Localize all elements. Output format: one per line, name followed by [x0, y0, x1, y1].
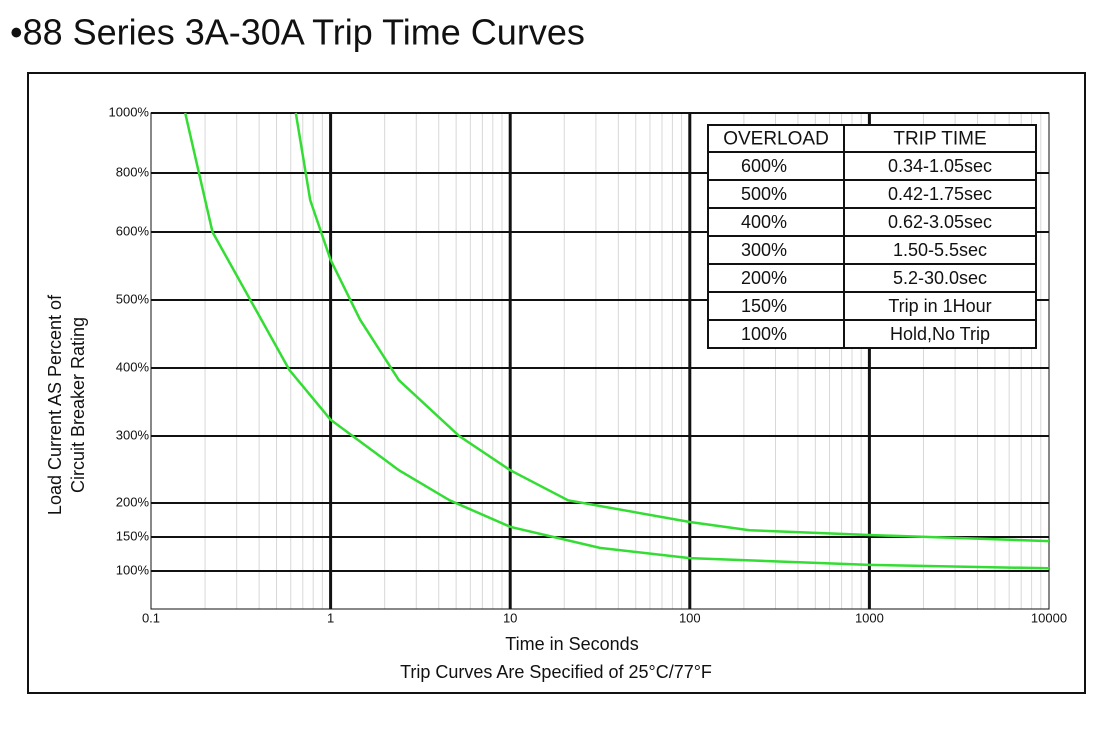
table-cell: 600% — [741, 156, 787, 176]
x-tick-label: 0.1 — [142, 610, 160, 625]
table-cell: 0.42-1.75sec — [888, 184, 992, 204]
table-cell: 500% — [741, 184, 787, 204]
table-cell: Hold,No Trip — [890, 324, 990, 344]
x-tick-label: 1000 — [855, 610, 884, 625]
x-tick-label: 1 — [327, 610, 334, 625]
y-tick-label: 150% — [116, 528, 150, 543]
plot-area — [150, 112, 1050, 610]
y-tick-label: 1000% — [109, 104, 150, 119]
y-tick-label: 100% — [116, 562, 150, 577]
y-tick-label: 800% — [116, 164, 150, 179]
table-header: TRIP TIME — [893, 129, 986, 150]
table-cell: 5.2-30.0sec — [893, 268, 987, 288]
y-tick-label: 300% — [116, 427, 150, 442]
table-cell: 1.50-5.5sec — [893, 240, 987, 260]
x-tick-label: 100 — [679, 610, 701, 625]
y-tick-label: 400% — [116, 359, 150, 374]
table: OVERLOAD TRIP TIME 600% 0.34-1.05sec 500% 0.4… — [707, 124, 1037, 349]
note: Trip Curves Are Specified of 25°C/77°F — [400, 662, 712, 682]
y-tick-label: 500% — [116, 291, 150, 306]
x-tick-label: 10 — [503, 610, 517, 625]
x-axis-label: Time in Seconds — [505, 634, 638, 654]
chart-title: •88 Series 3A-30A Trip Time Curves — [10, 12, 585, 53]
y-axis-label: Circuit Breaker Rating — [68, 317, 88, 493]
table-cell: 300% — [741, 240, 787, 260]
curve — [294, 112, 1050, 543]
table-header: OVERLOAD — [723, 129, 829, 150]
table-cell: 100% — [741, 324, 787, 344]
table-cell: 400% — [741, 212, 787, 232]
y-tick-label: 600% — [116, 223, 150, 238]
y-tick-label: 200% — [116, 494, 150, 509]
plot-border — [150, 112, 1050, 610]
table-cell: 0.34-1.05sec — [888, 156, 992, 176]
x-tick-label: 10000 — [1031, 610, 1067, 625]
table-cell: 150% — [741, 296, 787, 316]
y-axis-label: Load Current AS Percent of — [45, 294, 65, 515]
table-cell: 200% — [741, 268, 787, 288]
table-cell: Trip in 1Hour — [888, 296, 991, 316]
table-cell: 0.62-3.05sec — [888, 212, 992, 232]
curve — [183, 112, 1050, 570]
